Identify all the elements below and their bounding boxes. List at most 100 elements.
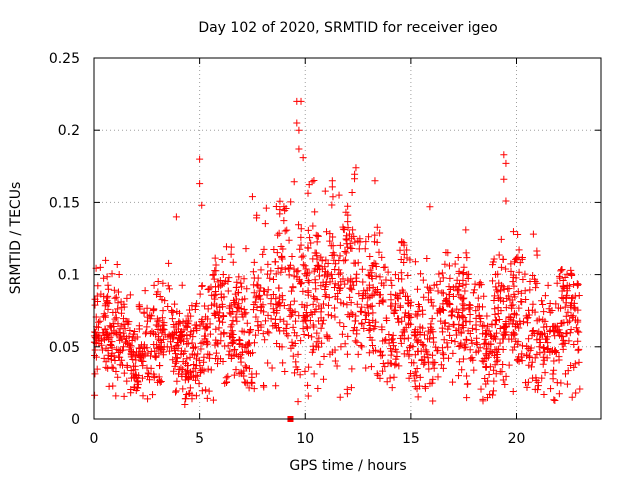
data-point	[536, 335, 544, 343]
data-point	[291, 369, 299, 377]
data-point	[467, 355, 475, 363]
data-point	[507, 302, 515, 310]
data-point	[459, 355, 467, 363]
data-point	[206, 330, 214, 338]
data-point	[198, 318, 206, 326]
data-point	[112, 293, 120, 301]
data-point	[515, 246, 523, 254]
data-point	[286, 312, 294, 320]
data-point	[538, 374, 546, 382]
data-point	[368, 302, 376, 310]
data-point	[338, 330, 346, 338]
data-point	[159, 325, 167, 333]
data-point	[470, 366, 478, 374]
data-point	[532, 374, 540, 382]
data-point	[466, 301, 474, 309]
data-point	[191, 306, 199, 314]
data-point	[378, 326, 386, 334]
data-point	[288, 253, 296, 261]
data-point	[269, 305, 277, 313]
data-point	[497, 235, 505, 243]
data-point	[552, 349, 560, 357]
data-point	[117, 309, 125, 317]
data-point	[532, 284, 540, 292]
data-point	[395, 275, 403, 283]
data-point	[485, 349, 493, 357]
data-point-feature	[196, 180, 204, 188]
data-point	[567, 325, 575, 333]
data-point	[468, 354, 476, 362]
data-point	[171, 300, 179, 308]
data-point	[104, 351, 112, 359]
data-point	[283, 226, 291, 234]
data-point	[355, 245, 363, 253]
data-point	[425, 335, 433, 343]
data-point	[484, 322, 492, 330]
data-point	[535, 328, 543, 336]
data-point	[212, 283, 219, 291]
data-point	[498, 281, 506, 289]
data-point	[348, 234, 356, 242]
data-point	[455, 267, 463, 275]
data-point	[528, 358, 536, 366]
data-point	[550, 357, 558, 365]
data-point	[317, 324, 325, 332]
data-point	[277, 253, 285, 261]
data-point	[320, 375, 328, 383]
data-point	[344, 332, 352, 340]
data-point	[451, 260, 459, 268]
data-point	[336, 319, 344, 327]
data-point	[214, 355, 222, 363]
data-point	[385, 330, 393, 338]
data-point	[491, 333, 499, 341]
data-point	[254, 322, 262, 330]
data-point	[411, 368, 419, 376]
data-point	[264, 328, 272, 336]
data-point	[328, 201, 336, 209]
data-point	[273, 339, 281, 347]
data-point	[294, 398, 302, 406]
data-point	[489, 387, 497, 395]
data-point	[216, 303, 224, 311]
data-point	[379, 359, 387, 367]
data-point	[308, 333, 316, 341]
data-point	[304, 189, 312, 197]
data-point	[295, 312, 303, 320]
data-point	[337, 343, 345, 351]
data-point	[179, 350, 187, 358]
data-point	[478, 303, 486, 311]
data-point	[272, 202, 280, 210]
data-point	[559, 345, 567, 353]
data-point	[257, 284, 265, 292]
data-point	[173, 308, 181, 316]
x-axis-label: GPS time / hours	[289, 458, 406, 474]
data-point	[375, 248, 383, 256]
data-point	[331, 346, 339, 354]
data-point	[201, 325, 209, 333]
data-point	[497, 263, 505, 271]
data-point	[188, 302, 196, 310]
data-point	[556, 274, 564, 282]
data-point	[91, 370, 99, 378]
data-point	[515, 353, 523, 361]
data-point	[349, 226, 357, 234]
data-point	[297, 337, 305, 345]
data-point	[186, 384, 194, 392]
data-point	[560, 284, 568, 292]
data-point	[525, 335, 533, 343]
y-axis-label: SRMTID / TECUs	[8, 182, 24, 295]
data-point	[533, 251, 541, 259]
data-point	[315, 272, 323, 280]
data-point	[237, 305, 245, 313]
data-point	[516, 320, 524, 328]
data-point	[311, 265, 319, 273]
data-point	[240, 367, 248, 375]
data-point	[531, 354, 539, 362]
data-point	[514, 230, 522, 238]
data-point	[367, 302, 375, 310]
data-point	[539, 316, 547, 324]
data-point	[143, 323, 151, 331]
data-point	[254, 274, 262, 282]
data-point	[429, 302, 437, 310]
data-point	[361, 309, 369, 317]
